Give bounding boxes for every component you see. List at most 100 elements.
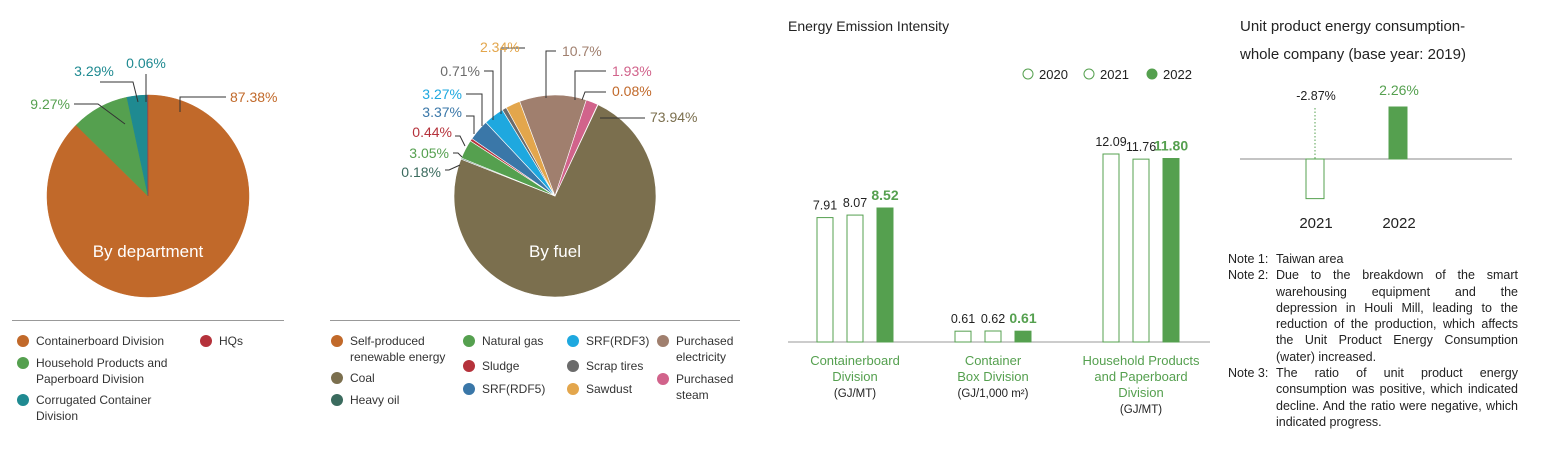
data-label: 3.29% xyxy=(74,63,114,79)
legend-item: Scrap tires xyxy=(567,358,643,374)
note-text: Due to the breakdown of the smart wareho… xyxy=(1276,268,1518,364)
legend-item: HQs xyxy=(200,333,243,349)
note-label: Note 1: xyxy=(1228,252,1269,266)
data-label: 2.34% xyxy=(480,39,520,55)
legend-label: Purchased electricity xyxy=(676,334,734,364)
legend-swatch xyxy=(567,360,579,372)
legend-item: Purchased electricity xyxy=(657,333,733,365)
data-label: 7.91 xyxy=(813,199,837,213)
data-label: 0.06% xyxy=(126,55,166,71)
bar xyxy=(846,214,864,343)
note-label: Note 3: xyxy=(1228,366,1269,381)
pie-center-label: By fuel xyxy=(529,242,581,261)
legend-item: Containerboard Division xyxy=(17,333,164,349)
fuel-legend: Self-produced renewable energy Coal Heavy o… xyxy=(331,333,751,433)
leader-line xyxy=(445,164,461,171)
pie-center-label: By department xyxy=(93,242,204,261)
leader-line xyxy=(179,96,226,112)
legend-item: Household Products and Paperboard Divisio… xyxy=(17,355,167,387)
data-label: 1.93% xyxy=(612,63,652,79)
data-label: 0.08% xyxy=(612,83,652,99)
legend-item: Heavy oil xyxy=(331,392,399,408)
legend-label: Coal xyxy=(350,371,375,385)
category-label: Containerboard xyxy=(810,353,900,368)
data-label: 8.52 xyxy=(871,187,898,203)
legend-swatch xyxy=(17,394,29,406)
category-label: Household Products xyxy=(1082,353,1200,368)
legend-item: Natural gas xyxy=(463,333,543,349)
legend-swatch xyxy=(463,360,475,372)
legend-label: Heavy oil xyxy=(350,393,400,407)
data-label: 11.80 xyxy=(1154,138,1188,154)
leader-line xyxy=(74,103,126,125)
data-label: 73.94% xyxy=(650,109,697,125)
legend-label: Containerboard Division xyxy=(36,334,165,348)
leader-line xyxy=(453,152,463,158)
legend-label: 2020 xyxy=(1039,67,1068,82)
legend-swatch xyxy=(657,373,669,385)
legend-swatch xyxy=(657,335,669,347)
data-label: 2.26% xyxy=(1379,82,1419,98)
leader-line xyxy=(466,115,475,134)
data-label: 0.44% xyxy=(412,124,452,140)
category-label: Division xyxy=(832,369,878,384)
bar xyxy=(984,330,1002,343)
bar xyxy=(1388,106,1408,160)
legend-swatch xyxy=(17,357,29,369)
legend-swatch xyxy=(331,335,343,347)
legend-divider-fuel xyxy=(330,320,740,321)
legend-item: Self-produced renewable energy xyxy=(331,333,445,365)
category-label: Container xyxy=(965,353,1022,368)
legend-swatch xyxy=(200,335,212,347)
note-3: Note 3: The ratio of unit product energy… xyxy=(1228,365,1518,430)
leader-line xyxy=(484,70,494,120)
legend-item: Sludge xyxy=(463,358,519,374)
legend-label: 2021 xyxy=(1100,67,1129,82)
legend-swatch xyxy=(331,394,343,406)
data-label: -2.87% xyxy=(1296,89,1336,103)
legend-swatch xyxy=(1083,68,1095,80)
legend-label: Self-produced renewable energy xyxy=(350,334,446,364)
data-label: 0.62 xyxy=(981,312,1005,326)
leader-line xyxy=(545,50,556,98)
legend-label: Purchased steam xyxy=(676,372,734,402)
legend-item: Purchased steam xyxy=(657,371,733,403)
data-label: 87.38% xyxy=(230,89,277,105)
leader-line xyxy=(455,135,466,147)
bar xyxy=(816,217,834,343)
legend-label: Household Products and Paperboard Divisio… xyxy=(36,356,168,386)
legend-label: SRF(RDF3) xyxy=(586,334,650,348)
category-label: Box Division xyxy=(957,369,1029,384)
note-text: Taiwan area xyxy=(1276,252,1344,266)
note-1: Note 1: Taiwan area xyxy=(1228,251,1518,267)
legend-item: Sawdust xyxy=(567,381,632,397)
bar xyxy=(954,330,972,343)
data-label: 11.76 xyxy=(1126,140,1156,154)
unit-label: (GJ/1,000 m²) xyxy=(958,388,1029,400)
data-label: 0.61 xyxy=(951,312,975,326)
bar xyxy=(1132,158,1150,343)
data-label: 0.18% xyxy=(401,164,441,180)
bar xyxy=(1014,330,1032,343)
legend-swatch xyxy=(1146,68,1158,80)
legend-swatch xyxy=(463,383,475,395)
note-text: The ratio of unit product energy consump… xyxy=(1276,366,1518,429)
legend-item: SRF(RDF3) xyxy=(567,333,649,349)
leader-line xyxy=(574,70,606,100)
leader-line xyxy=(466,93,483,126)
legend-item: Coal xyxy=(331,370,375,386)
data-label: 9.27% xyxy=(30,96,70,112)
category-label: 2021 xyxy=(1299,215,1332,232)
pie-slice xyxy=(519,94,587,197)
legend-label: Sludge xyxy=(482,359,520,373)
department-legend: Containerboard Division Household Product… xyxy=(17,333,287,433)
chart-title: Unit product energy consumption- xyxy=(1240,18,1465,35)
pie-slice xyxy=(554,99,599,197)
category-label: and Paperboard xyxy=(1094,369,1187,384)
legend-item: SRF(RDF5) xyxy=(463,381,545,397)
legend-label: Corrugated Container Division xyxy=(36,393,152,423)
data-label: 10.7% xyxy=(562,43,602,59)
legend-item: Corrugated Container Division xyxy=(17,392,151,424)
chart-title: whole company (base year: 2019) xyxy=(1239,46,1466,63)
legend-label: Scrap tires xyxy=(586,359,644,373)
